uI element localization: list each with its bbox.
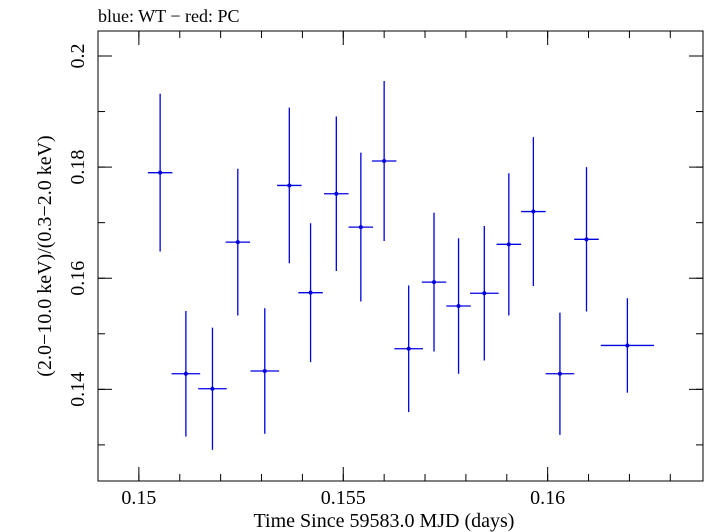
- x-axis-title: Time Since 59583.0 MJD (days): [254, 510, 515, 532]
- point-marker: [262, 369, 267, 373]
- point-marker: [210, 386, 215, 391]
- data-point: [521, 137, 546, 286]
- data-point: [394, 285, 423, 413]
- data-point: [298, 223, 323, 363]
- data-point: [277, 107, 302, 264]
- data-point: [147, 93, 173, 252]
- data-point: [600, 298, 654, 393]
- data-point: [496, 173, 522, 316]
- y-tick-label: 0.2: [67, 44, 89, 69]
- point-marker: [334, 191, 339, 196]
- point-marker: [432, 280, 437, 285]
- point-marker: [456, 304, 461, 308]
- data-point: [574, 167, 599, 312]
- point-marker: [625, 343, 630, 348]
- x-tick-label: 0.15: [121, 487, 156, 509]
- point-marker: [287, 183, 292, 188]
- data-point: [324, 116, 349, 271]
- point-marker: [584, 237, 589, 242]
- point-marker: [183, 371, 188, 376]
- tick-labels: 0.15 0.155 0.16 0.14 0.16 0.18 0.2: [67, 44, 565, 510]
- data-point: [545, 312, 575, 435]
- point-marker: [531, 209, 536, 214]
- data-point: [225, 168, 251, 316]
- x-tick-label: 0.16: [530, 487, 565, 509]
- data-point: [371, 81, 397, 241]
- data-point: [469, 226, 499, 361]
- y-axis-title: (2.0−10.0 keV)/(0.3−2.0 keV): [34, 135, 56, 376]
- data-point: [348, 152, 374, 302]
- plot-frame: [97, 30, 704, 482]
- data-point: [446, 238, 471, 374]
- major-ticks: [98, 31, 703, 481]
- point-marker: [406, 346, 411, 351]
- data-point: [250, 308, 280, 434]
- point-marker: [482, 291, 487, 296]
- y-tick-label: 0.16: [67, 261, 89, 296]
- point-marker: [235, 240, 240, 245]
- data-point: [198, 327, 227, 450]
- point-marker: [308, 290, 313, 295]
- point-marker: [358, 225, 363, 230]
- x-tick-label: 0.155: [321, 487, 366, 509]
- data-point: [171, 311, 201, 437]
- point-marker: [506, 242, 511, 247]
- point-marker: [382, 159, 387, 163]
- data-marks: [147, 81, 654, 450]
- point-marker: [557, 371, 562, 376]
- y-tick-label: 0.14: [67, 372, 89, 407]
- data-point: [421, 212, 447, 352]
- minor-ticks: [97, 31, 703, 481]
- chart-title: blue: WT − red: PC: [98, 6, 239, 26]
- point-marker: [158, 170, 163, 175]
- y-tick-label: 0.18: [67, 150, 89, 185]
